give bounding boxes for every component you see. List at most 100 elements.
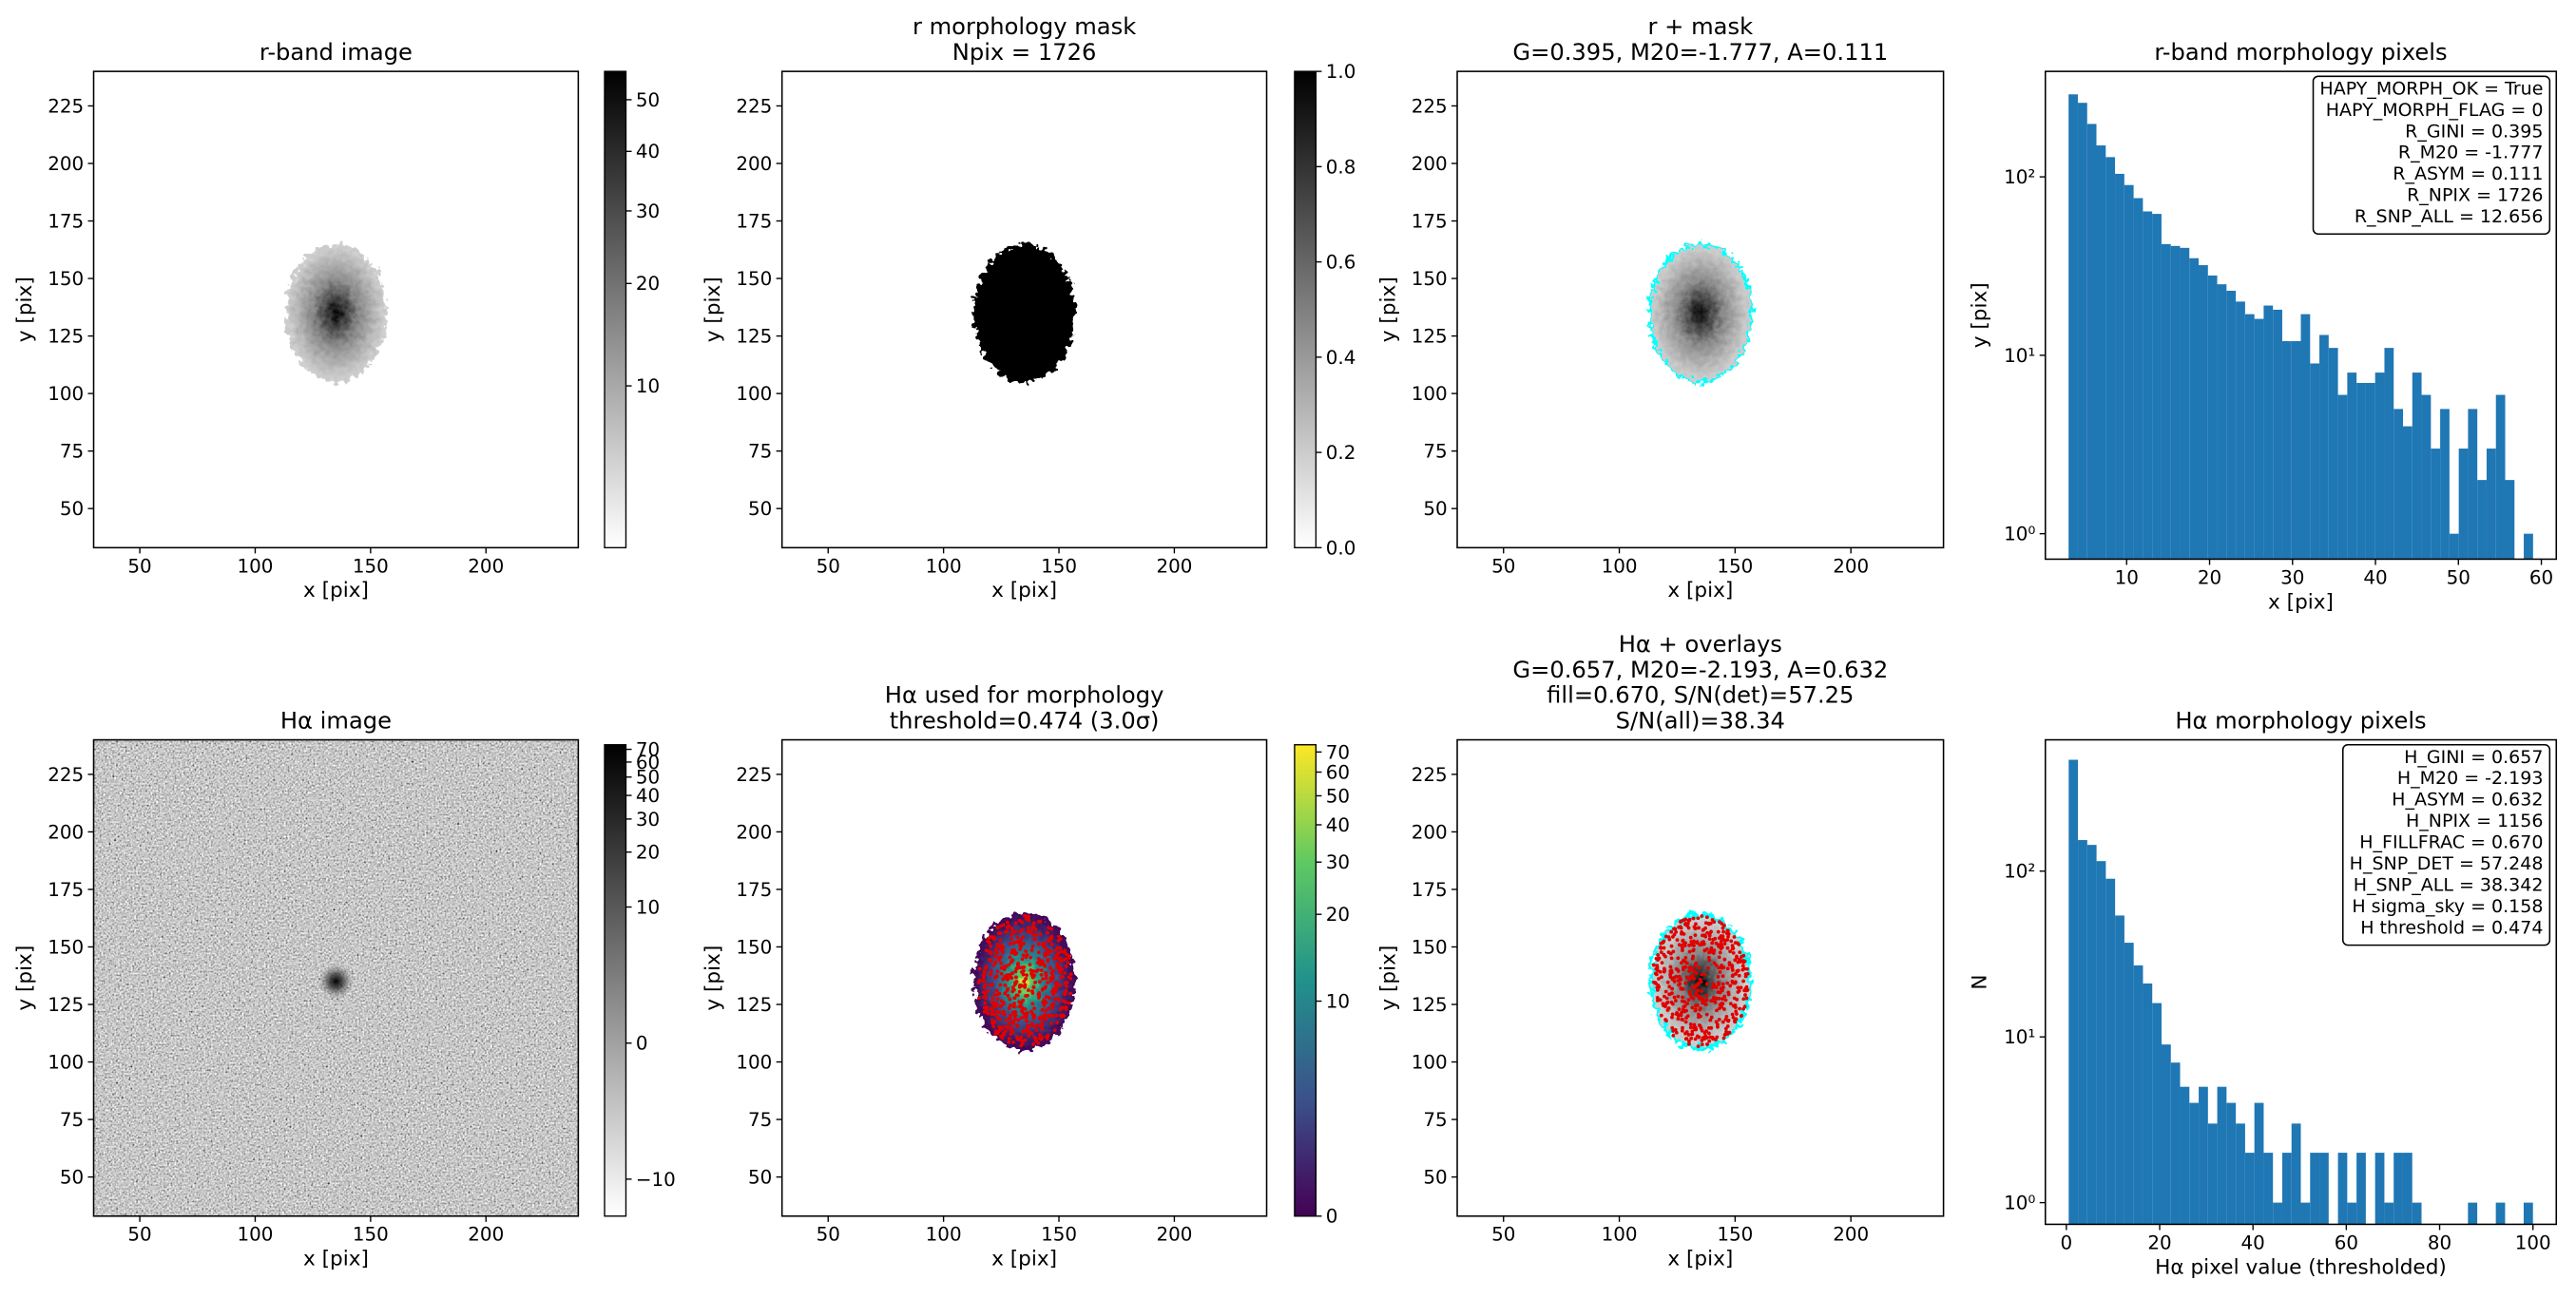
mask-point [1011, 941, 1016, 946]
mask-point [1702, 933, 1707, 938]
mask-point [1001, 1002, 1006, 1006]
mask-point [990, 1000, 994, 1004]
mask-point [991, 963, 996, 967]
mask-point [1049, 1003, 1054, 1007]
mask-point [1028, 1030, 1032, 1035]
mask-point [1677, 974, 1682, 979]
mask-point [1731, 1015, 1736, 1020]
mask-point [1670, 986, 1675, 991]
y-tick-label: 75 [748, 441, 772, 463]
bar [2115, 173, 2124, 560]
bar [2412, 1202, 2422, 1225]
mask-point [1055, 1021, 1059, 1025]
y-tick-label: 100 [48, 1051, 84, 1073]
mask-point [1737, 973, 1741, 978]
mask-point [1740, 964, 1745, 968]
mask-point [1723, 998, 1728, 1003]
mask-point [1730, 1012, 1735, 1017]
mask-point [1722, 994, 1727, 999]
mask-point [1050, 1014, 1055, 1018]
mask-point [1712, 996, 1716, 1000]
y-tick-label: 150 [48, 936, 84, 958]
bar [2310, 1153, 2320, 1225]
mask-point [1696, 1044, 1701, 1049]
mask-point [1715, 1035, 1720, 1040]
x-tick-label: 150 [1041, 1224, 1077, 1246]
mask-point [1049, 942, 1054, 946]
bar [2468, 409, 2478, 560]
mask-point [1023, 984, 1028, 989]
mask-point [1709, 999, 1714, 1003]
mask-point [1669, 1001, 1674, 1004]
y-tick-label: 100 [1412, 383, 1448, 405]
mask-point [1736, 960, 1740, 965]
x-axis-label: x [pix] [1667, 1248, 1733, 1271]
mask-point [1023, 1038, 1028, 1042]
mask-point [1682, 1003, 1687, 1008]
info-line: R_M20 = -1.777 [2398, 143, 2544, 163]
mask-point [999, 1034, 1003, 1039]
x-tick-label: 80 [2428, 1232, 2451, 1253]
mask-point [992, 1020, 997, 1024]
mask-point [1726, 934, 1730, 939]
mask-point [1033, 1039, 1038, 1042]
bar [2180, 247, 2190, 560]
mask-point [1722, 1007, 1726, 1011]
x-tick-label: 100 [2515, 1232, 2551, 1253]
mask-point [1059, 959, 1064, 964]
mask-point [995, 997, 1000, 1002]
bar [2244, 1153, 2255, 1225]
y-tick-label: 10² [2004, 166, 2035, 188]
mask-point [998, 931, 1003, 935]
mask-point [1007, 1037, 1011, 1041]
mask-point [1016, 961, 1020, 965]
mask-point [1024, 994, 1028, 998]
bar [2300, 1202, 2311, 1225]
mask-point [1048, 935, 1053, 940]
mask-point [1025, 973, 1028, 978]
panel-title: Hα image [280, 707, 392, 734]
x-tick-label: 100 [238, 555, 274, 577]
mask-point [1686, 919, 1691, 923]
galaxy [1647, 242, 1753, 384]
bar [2152, 1003, 2162, 1225]
plot-area [1457, 739, 1944, 1216]
info-line: HAPY_MORPH_FLAG = 0 [2326, 100, 2544, 121]
axes-frame [1456, 738, 1945, 1217]
y-axis-label: y [pix] [702, 277, 725, 342]
mask-point [1698, 943, 1702, 947]
mask-point [1651, 963, 1656, 967]
mask-point [1022, 1011, 1027, 1016]
axes-frame [92, 738, 580, 1217]
mask-point [998, 955, 1003, 960]
bar [2319, 334, 2329, 560]
y-tick-label: 175 [1412, 879, 1448, 901]
y-tick-label: 175 [48, 210, 84, 232]
bar [2077, 103, 2087, 560]
info-line: H_FILLFRAC = 0.670 [2359, 832, 2543, 853]
info-line: H_GINI = 0.657 [2404, 747, 2543, 768]
mask-point [1030, 1012, 1035, 1017]
info-line: H_M20 = -2.193 [2397, 768, 2544, 789]
mask-point [995, 969, 1000, 974]
mask-point [1029, 929, 1033, 934]
mask-point [984, 948, 989, 953]
mask-point [1689, 995, 1694, 1000]
mask-point [1680, 1017, 1684, 1022]
y-tick-label: 10¹ [2004, 1026, 2035, 1048]
y-tick-label: 10¹ [2004, 345, 2035, 367]
mask-point [1010, 1029, 1015, 1034]
mask-point [1023, 1006, 1028, 1011]
mask-point [1038, 1032, 1042, 1037]
mask-point [1697, 1015, 1701, 1020]
mask-point [1687, 1041, 1691, 1046]
mask-point [1664, 1019, 1668, 1023]
bar [2236, 301, 2245, 560]
y-tick-label: 100 [736, 1051, 772, 1073]
colorbar-tick-label: 50 [636, 767, 660, 789]
bar [2374, 1153, 2385, 1225]
panel: 10 20 30 40 50 60 10⁰ 10¹ 10² x [pix] y [pix] r-ban… [1969, 39, 2558, 614]
mask-point [1037, 991, 1042, 995]
panel-title: r + mask [1648, 13, 1754, 40]
mask-point [1033, 937, 1038, 942]
